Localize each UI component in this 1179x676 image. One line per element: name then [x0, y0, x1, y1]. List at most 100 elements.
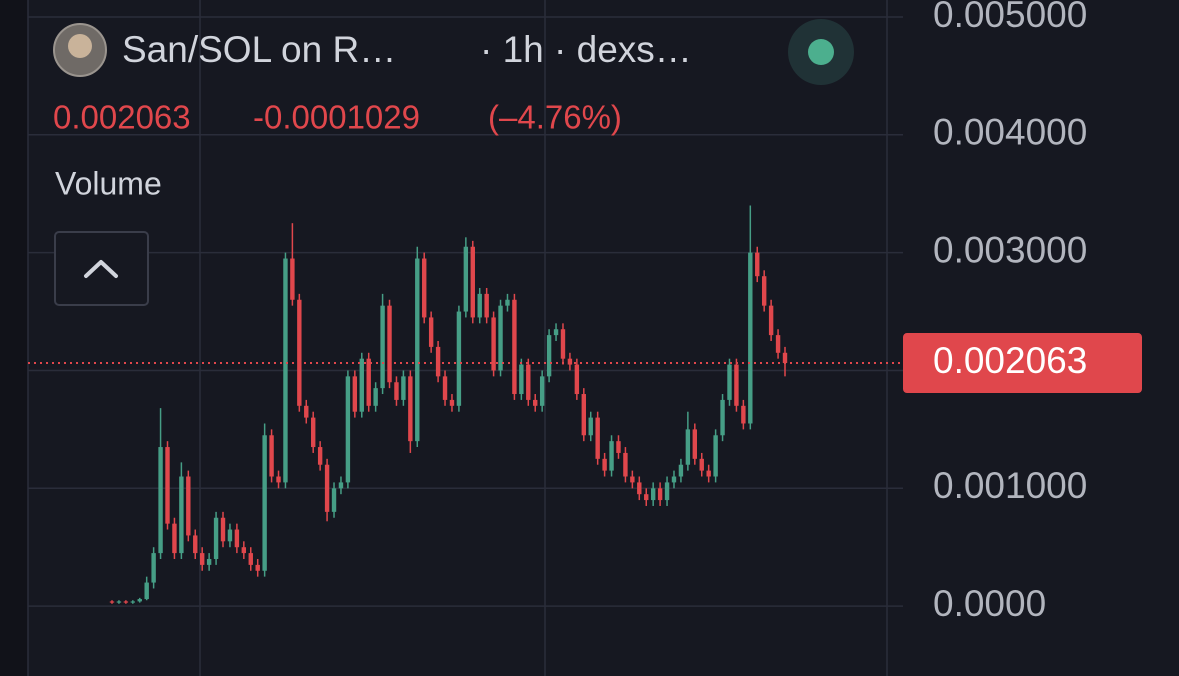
candle-body: [553, 329, 559, 336]
candle-body: [408, 376, 413, 442]
candle-body: [505, 299, 510, 306]
candle-body: [193, 535, 198, 554]
candle-body: [317, 447, 323, 465]
candle-body: [526, 364, 531, 400]
candle-body: [748, 252, 753, 424]
candle-body: [720, 399, 725, 436]
candle-body: [477, 293, 482, 318]
candle-body: [616, 441, 621, 453]
candle-body: [637, 482, 642, 495]
price-change: -0.0001029: [253, 99, 420, 136]
candle-body: [262, 435, 267, 571]
candle-body: [220, 517, 226, 542]
candle-body: [775, 335, 781, 353]
candle-body: [206, 558, 212, 565]
candle-body: [331, 488, 337, 512]
candle-body: [234, 529, 240, 548]
candle-body: [422, 258, 427, 318]
candle-body: [734, 364, 739, 406]
candle-body: [755, 252, 760, 277]
candle-body: [283, 258, 288, 483]
candles: [109, 205, 788, 604]
candle-body: [491, 317, 496, 371]
candle-body: [657, 488, 663, 501]
candle-body: [172, 523, 177, 554]
candle-body: [699, 458, 704, 471]
candle-body: [165, 447, 170, 524]
candle-body: [199, 553, 205, 565]
status-dot: [808, 39, 834, 65]
indicator-label: Volume: [55, 165, 162, 201]
collapse-button[interactable]: [54, 231, 149, 306]
candle-body: [387, 305, 392, 383]
candle-body: [144, 582, 149, 600]
candle-body: [761, 276, 767, 306]
last-price-label: 0.002063: [933, 340, 1087, 381]
candle-body: [137, 599, 142, 602]
candle-body: [574, 364, 580, 395]
candle-body: [567, 358, 573, 365]
candle-body: [463, 246, 469, 312]
candle-body: [227, 529, 233, 542]
candle-body: [449, 399, 455, 406]
candle-body: [630, 476, 635, 483]
candle-body: [546, 335, 552, 377]
horizontal-grid: [28, 16, 903, 607]
candle-body: [345, 376, 351, 483]
chevron-icon: [84, 260, 118, 278]
chart-subtitle: · 1h · dexs…: [480, 29, 692, 70]
candle-body: [435, 346, 441, 377]
candle-body: [415, 258, 420, 442]
candle-body: [123, 601, 129, 603]
candle-body: [456, 311, 462, 406]
candle-body: [290, 258, 295, 300]
candle-body: [512, 299, 517, 395]
candle-body: [470, 246, 475, 318]
candle-body: [713, 435, 718, 477]
price-change-percent: (–4.76%): [488, 99, 622, 136]
candle-body: [338, 482, 344, 489]
candle-body: [519, 364, 524, 395]
candle-body: [685, 429, 691, 465]
candle-body: [671, 476, 677, 483]
candle-body: [311, 417, 316, 448]
left-edge: [0, 0, 28, 676]
candle-body: [484, 293, 489, 318]
candle-body: [595, 417, 600, 459]
y-tick-label: 0.005000: [933, 0, 1087, 35]
candle-body: [109, 601, 115, 603]
candle-body: [664, 482, 670, 501]
candle-body: [727, 364, 732, 400]
candle-body: [741, 405, 746, 424]
candle-body: [255, 564, 260, 571]
candle-body: [179, 476, 184, 554]
candle-body: [706, 470, 711, 477]
candle-body: [581, 394, 586, 436]
candle-body: [588, 417, 593, 436]
candle-body: [213, 517, 219, 559]
candle-body: [401, 376, 406, 400]
candle-body: [692, 429, 698, 459]
candle-body: [609, 441, 614, 471]
y-tick-label: 0.004000: [933, 112, 1087, 153]
candle-body: [241, 547, 247, 554]
candle-body: [359, 358, 364, 412]
candle-body: [116, 601, 122, 603]
candle-body: [269, 435, 274, 477]
token-icon-face: [68, 34, 92, 58]
candle-body: [366, 358, 371, 406]
candle-body: [782, 352, 788, 364]
header-price: 0.002063: [53, 99, 191, 136]
y-tick-label: 0.001000: [933, 465, 1087, 506]
candle-body: [768, 305, 774, 336]
candle-body: [352, 376, 358, 412]
last-price-marker: 0.002063: [28, 333, 1142, 394]
candle-body: [602, 458, 607, 471]
y-tick-label: 0.003000: [933, 229, 1087, 270]
candle-body: [186, 476, 191, 536]
candle-body: [373, 388, 378, 406]
candle-body: [442, 376, 448, 400]
candle-body: [380, 305, 385, 389]
candle-body: [623, 452, 628, 477]
